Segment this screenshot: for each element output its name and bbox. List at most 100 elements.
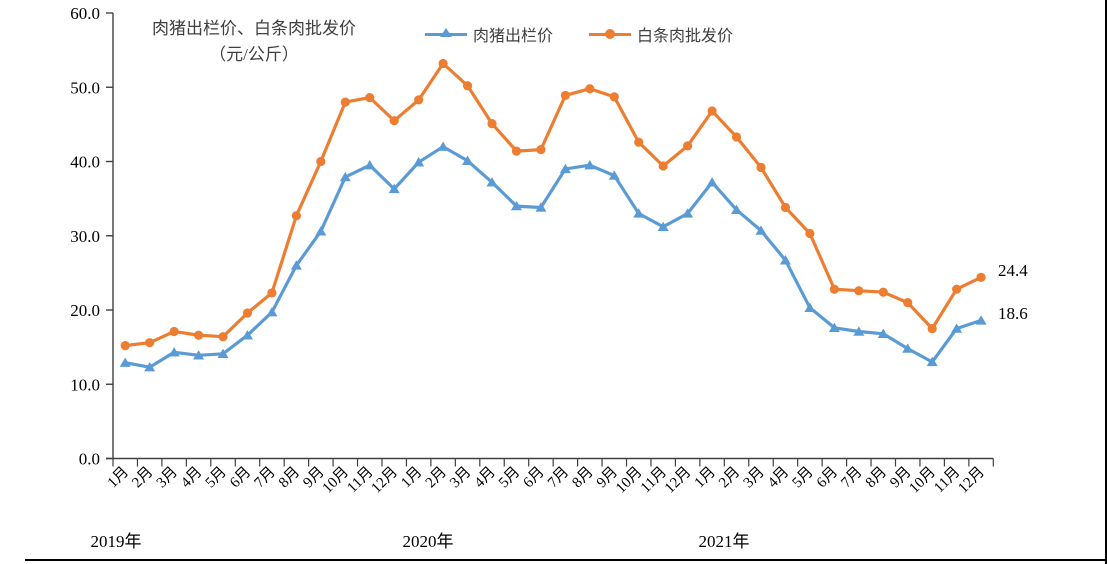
y-tick-label: 20.0 [70, 301, 100, 320]
data-point-circle [316, 156, 326, 167]
x-month-label: 7月 [838, 464, 865, 491]
data-point-triangle [462, 155, 474, 165]
data-point-circle [903, 297, 913, 308]
data-point-circle [511, 146, 522, 156]
data-point-triangle [535, 202, 547, 212]
x-month-label: 6月 [227, 464, 254, 491]
data-point-triangle [290, 260, 302, 270]
data-point-circle [707, 106, 717, 116]
data-point-circle [389, 116, 399, 126]
data-point-circle [365, 93, 375, 103]
x-month-label: 3月 [447, 464, 474, 491]
end-value-label-carcass: 24.4 [998, 261, 1028, 280]
data-point-triangle [902, 343, 914, 353]
x-month-label: 6月 [521, 464, 548, 491]
y-tick-label: 10.0 [70, 375, 100, 394]
x-month-label: 12月 [662, 464, 695, 497]
data-point-triangle [413, 157, 425, 167]
data-point-triangle [828, 322, 840, 333]
x-month-label: 3月 [741, 464, 768, 491]
x-month-label: 1月 [692, 464, 719, 491]
data-point-circle [193, 330, 204, 340]
data-point-triangle [706, 177, 718, 187]
end-value-label-live-pig: 18.6 [998, 304, 1028, 323]
data-point-circle [536, 145, 546, 155]
data-point-circle [756, 162, 766, 173]
data-point-triangle [951, 323, 963, 333]
data-point-triangle [657, 221, 669, 232]
x-month-label: 4月 [178, 464, 205, 491]
x-month-label: 5月 [203, 464, 230, 491]
year-label-2021: 2021年 [698, 532, 750, 551]
series-line-triangle [124, 145, 982, 369]
x-month-label: 3月 [154, 464, 181, 491]
data-point-triangle [193, 350, 205, 360]
data-point-triangle [853, 326, 865, 336]
data-point-triangle [364, 160, 376, 170]
data-point-triangle [804, 302, 816, 312]
document-border-right [1105, 0, 1107, 564]
data-point-circle [805, 228, 815, 239]
data-point-circle [829, 284, 839, 294]
live-pig-line-marker-icon [425, 27, 467, 41]
x-month-label: 4月 [765, 464, 792, 491]
x-month-label: 8月 [863, 464, 890, 491]
chart-title: 肉猪出栏价、白条肉批发价 （元/公斤） [116, 16, 392, 69]
chart-title-unit: （元/公斤） [209, 45, 299, 65]
x-month-label: 8月 [569, 464, 596, 491]
x-month-label: 11月 [344, 464, 376, 496]
x-month-label: 11月 [931, 464, 963, 496]
x-month-label: 1月 [105, 464, 132, 491]
data-point-triangle [926, 356, 938, 367]
legend-item-live-pig: 肉猪出栏价 [425, 22, 553, 46]
x-month-label: 5月 [789, 464, 816, 491]
data-point-circle [438, 58, 448, 69]
x-month-label: 6月 [814, 464, 841, 491]
x-month-label: 4月 [472, 464, 499, 491]
data-point-triangle [510, 200, 522, 211]
data-point-circle [927, 323, 937, 334]
data-point-triangle [315, 226, 327, 236]
x-month-label: 1月 [398, 464, 425, 491]
data-point-triangle [682, 208, 694, 218]
y-tick-label: 50.0 [70, 78, 100, 97]
data-point-circle [414, 95, 424, 105]
x-month-label: 2月 [423, 464, 450, 491]
data-point-circle [291, 211, 301, 221]
y-tick-label: 0.0 [79, 450, 100, 469]
data-point-circle [854, 286, 864, 296]
document-border-bottom [25, 559, 1107, 561]
data-point-triangle [584, 160, 596, 170]
data-point-triangle [168, 347, 180, 357]
year-label-2020: 2020年 [402, 532, 454, 551]
data-point-circle [487, 119, 497, 129]
data-point-circle [585, 84, 595, 94]
data-point-circle [340, 97, 350, 107]
data-point-triangle [975, 315, 987, 325]
data-point-circle [683, 141, 693, 151]
data-point-triangle [339, 171, 351, 182]
y-tick-label: 60.0 [70, 4, 100, 23]
y-tick-label: 40.0 [70, 153, 100, 172]
data-point-circle [952, 284, 962, 294]
data-point-triangle [559, 163, 571, 174]
data-point-circle [267, 288, 277, 298]
data-point-triangle [144, 361, 156, 372]
x-month-label: 10月 [613, 464, 646, 497]
data-point-triangle [119, 357, 131, 367]
data-point-circle [462, 81, 473, 91]
data-point-triangle [755, 225, 767, 235]
x-month-label: 2月 [716, 464, 743, 491]
data-point-circle [634, 137, 644, 147]
legend-item-carcass: 白条肉批发价 [589, 22, 733, 46]
data-point-triangle [877, 328, 889, 338]
x-month-label: 8月 [276, 464, 303, 491]
legend-label-live-pig: 肉猪出栏价 [473, 28, 554, 45]
data-point-circle [560, 90, 570, 101]
data-point-triangle [388, 183, 400, 194]
x-month-label: 12月 [368, 464, 401, 497]
data-point-circle [609, 92, 619, 102]
x-month-label: 11月 [638, 464, 670, 496]
data-point-triangle [633, 208, 645, 218]
